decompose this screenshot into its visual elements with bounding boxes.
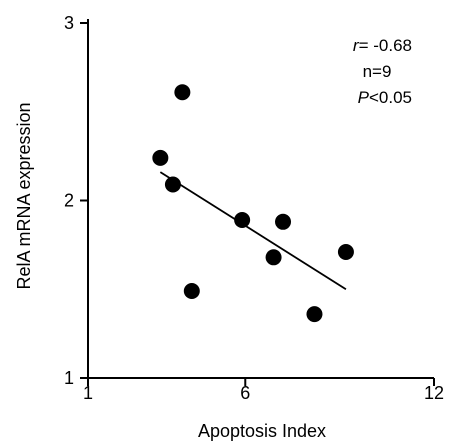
x-tick-label: 12 <box>424 383 444 403</box>
data-point <box>152 149 169 166</box>
y-axis-label: RelA mRNA expression <box>14 102 34 289</box>
x-tick-label: 6 <box>240 383 250 403</box>
x-tick-label: 1 <box>83 383 93 403</box>
y-tick-label: 2 <box>64 191 74 211</box>
y-tick-label: 1 <box>64 368 74 388</box>
r-annotation: r= -0.68 <box>353 36 412 55</box>
data-point <box>234 212 251 229</box>
regression-line <box>159 171 347 291</box>
data-point <box>265 249 282 266</box>
r-value: = -0.68 <box>359 36 412 55</box>
r-symbol: r <box>353 36 360 55</box>
x-ticks: 1 6 12 <box>83 378 444 403</box>
x-axis-label: Apoptosis Index <box>198 421 326 441</box>
y-tick-label: 3 <box>64 13 74 33</box>
data-points <box>152 84 354 323</box>
data-point <box>275 213 292 230</box>
n-annotation: n=9 <box>363 62 392 81</box>
data-point <box>306 306 323 323</box>
data-point <box>183 283 200 300</box>
p-value: <0.05 <box>369 88 412 107</box>
data-point <box>164 176 181 193</box>
trendline-group <box>159 171 347 291</box>
data-point <box>174 84 191 101</box>
p-symbol: P <box>358 88 370 107</box>
data-point <box>337 243 354 260</box>
y-ticks: 1 2 3 <box>64 13 88 388</box>
p-annotation: P<0.05 <box>358 88 412 107</box>
stats-annotation: r= -0.68 n=9 P<0.05 <box>353 36 412 107</box>
